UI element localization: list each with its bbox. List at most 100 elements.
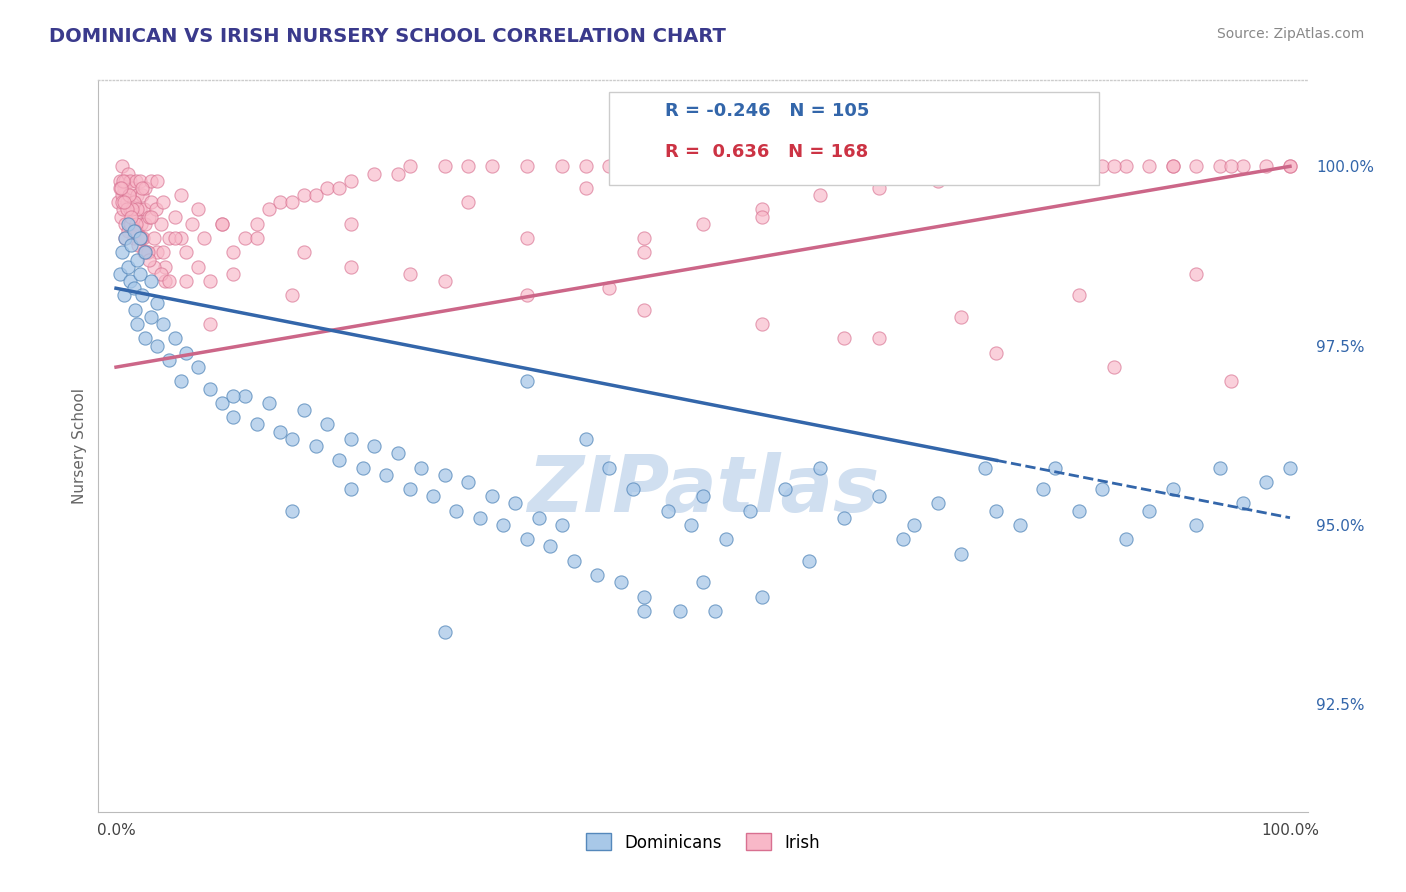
- Point: [610, 575, 633, 590]
- Point: [633, 302, 655, 317]
- Point: [398, 159, 420, 173]
- Point: [773, 482, 796, 496]
- Point: [146, 295, 169, 310]
- Point: [575, 432, 598, 446]
- Point: [138, 252, 160, 267]
- Y-axis label: Nursery School: Nursery School: [72, 388, 87, 504]
- Point: [692, 489, 714, 503]
- Point: [246, 417, 269, 432]
- Point: [134, 245, 156, 260]
- Point: [114, 174, 136, 188]
- Point: [363, 167, 385, 181]
- Point: [1278, 159, 1301, 173]
- Point: [1208, 159, 1230, 173]
- Point: [112, 202, 135, 217]
- Point: [340, 174, 363, 188]
- Point: [598, 281, 620, 295]
- Point: [176, 245, 198, 260]
- Point: [169, 375, 191, 389]
- Point: [122, 224, 145, 238]
- Point: [457, 195, 479, 210]
- Point: [340, 482, 363, 496]
- Point: [692, 217, 714, 231]
- Point: [131, 288, 153, 302]
- Point: [141, 174, 163, 188]
- Point: [1278, 460, 1301, 475]
- Point: [446, 503, 468, 517]
- Point: [112, 288, 135, 302]
- Point: [633, 604, 655, 618]
- Point: [1102, 159, 1125, 173]
- Point: [363, 439, 385, 453]
- Point: [1043, 159, 1066, 173]
- Point: [181, 217, 204, 231]
- Point: [124, 224, 146, 238]
- Point: [1067, 288, 1090, 302]
- Point: [538, 540, 561, 554]
- Point: [127, 188, 149, 202]
- Point: [891, 533, 914, 547]
- Point: [138, 210, 160, 224]
- Point: [155, 274, 177, 288]
- Point: [157, 274, 180, 288]
- Text: DOMINICAN VS IRISH NURSERY SCHOOL CORRELATION CHART: DOMINICAN VS IRISH NURSERY SCHOOL CORREL…: [49, 27, 725, 45]
- Point: [681, 517, 703, 532]
- Point: [117, 260, 139, 274]
- Point: [124, 210, 146, 224]
- Point: [292, 188, 315, 202]
- Point: [222, 410, 245, 425]
- Point: [738, 503, 761, 517]
- Point: [575, 159, 598, 173]
- Point: [1137, 503, 1160, 517]
- Point: [516, 288, 538, 302]
- Point: [986, 345, 1008, 359]
- Point: [316, 181, 339, 195]
- Point: [198, 317, 221, 331]
- Point: [129, 231, 152, 245]
- Point: [986, 503, 1008, 517]
- Point: [468, 510, 491, 524]
- Point: [152, 317, 174, 331]
- Point: [117, 217, 139, 231]
- Point: [1008, 517, 1031, 532]
- Point: [246, 217, 269, 231]
- Point: [1043, 159, 1066, 173]
- Point: [187, 260, 209, 274]
- Point: [586, 568, 609, 582]
- Point: [142, 231, 165, 245]
- Point: [868, 181, 890, 195]
- Point: [516, 159, 538, 173]
- Point: [411, 460, 433, 475]
- Point: [135, 245, 157, 260]
- Point: [1137, 159, 1160, 173]
- Text: R =  0.636   N = 168: R = 0.636 N = 168: [665, 143, 869, 161]
- Point: [211, 396, 233, 410]
- Point: [927, 496, 949, 510]
- Point: [304, 439, 326, 453]
- Point: [121, 202, 143, 217]
- Point: [120, 217, 142, 231]
- Point: [152, 195, 174, 210]
- Point: [621, 159, 644, 173]
- Point: [433, 159, 456, 173]
- Point: [176, 274, 198, 288]
- Point: [281, 503, 304, 517]
- Point: [111, 188, 134, 202]
- Point: [1043, 460, 1066, 475]
- Point: [222, 389, 245, 403]
- Point: [433, 625, 456, 640]
- Point: [222, 267, 245, 281]
- Point: [257, 396, 280, 410]
- Point: [1278, 159, 1301, 173]
- Point: [868, 159, 890, 173]
- Point: [122, 281, 145, 295]
- Point: [1220, 375, 1243, 389]
- Point: [198, 274, 221, 288]
- Point: [211, 217, 233, 231]
- Point: [1161, 159, 1184, 173]
- Point: [340, 432, 363, 446]
- Point: [657, 503, 679, 517]
- Point: [281, 432, 304, 446]
- Point: [187, 360, 209, 375]
- Point: [598, 159, 620, 173]
